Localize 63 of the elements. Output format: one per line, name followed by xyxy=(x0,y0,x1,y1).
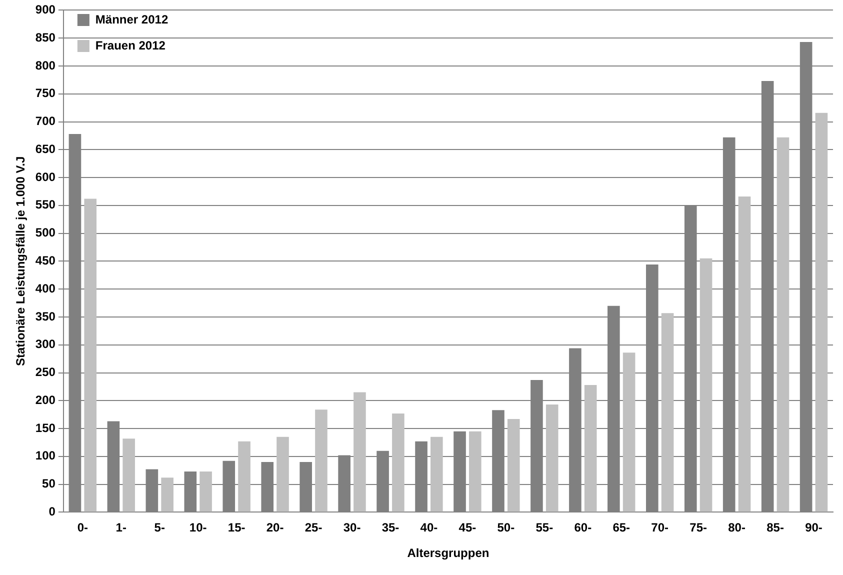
bar xyxy=(430,436,443,512)
x-axis-title: Altersgruppen xyxy=(407,546,490,560)
x-tick-label: 55- xyxy=(536,520,554,535)
y-tick-label: 750 xyxy=(35,86,56,100)
x-tick-label: 85- xyxy=(766,520,784,535)
legend-label: Frauen 2012 xyxy=(95,38,166,52)
y-tick-label: 50 xyxy=(42,476,56,491)
bar xyxy=(622,352,636,512)
x-tick-label: 50- xyxy=(497,520,515,535)
x-tick-label: 20- xyxy=(266,520,284,535)
y-tick-label: 850 xyxy=(35,30,56,44)
bar xyxy=(392,413,404,512)
bar xyxy=(776,137,790,512)
y-tick-label: 150 xyxy=(35,420,56,435)
x-tick-label: 45- xyxy=(458,520,476,535)
bar xyxy=(507,419,520,512)
bar xyxy=(815,112,828,512)
x-tick-label: 60- xyxy=(574,520,592,535)
y-tick-label: 100 xyxy=(35,448,56,463)
y-axis-title: Stationäre Leistungsfälle je 1.000 V.J xyxy=(14,156,28,366)
bar xyxy=(738,196,751,512)
x-tick-label: 1- xyxy=(116,520,126,535)
x-tick-label: 15- xyxy=(228,520,246,535)
bar xyxy=(546,404,558,512)
x-tick-label: 30- xyxy=(343,520,361,535)
x-tick-label: 35- xyxy=(382,520,400,535)
y-tick-label: 0 xyxy=(48,504,56,519)
bar xyxy=(84,198,97,512)
bar xyxy=(276,436,289,512)
x-tick-label: 70- xyxy=(651,520,669,535)
bar xyxy=(661,313,674,512)
bar xyxy=(315,410,328,512)
y-tick-label: 500 xyxy=(35,226,56,240)
y-tick-label: 350 xyxy=(35,309,56,324)
x-tick-label: 0- xyxy=(77,520,88,535)
x-tick-label: 90- xyxy=(805,520,822,535)
y-tick-label: 550 xyxy=(35,198,56,212)
bar xyxy=(122,438,135,512)
y-tick-label: 800 xyxy=(35,58,56,72)
y-tick-label: 450 xyxy=(35,254,56,268)
y-tick-label: 250 xyxy=(35,365,56,380)
bar xyxy=(584,385,597,512)
x-tick-label: 10- xyxy=(189,520,207,535)
bar xyxy=(161,478,174,512)
x-tick-label: 75- xyxy=(690,520,707,535)
bar xyxy=(238,441,250,512)
y-tick-label: 900 xyxy=(35,2,56,17)
x-tick-label: 25- xyxy=(304,520,322,535)
y-tick-label: 600 xyxy=(35,170,56,184)
x-tick-label: 5- xyxy=(154,520,165,535)
bar xyxy=(354,392,366,512)
x-tick-label: 40- xyxy=(420,520,438,535)
bar xyxy=(700,258,712,512)
bar xyxy=(200,471,212,512)
y-tick-label: 650 xyxy=(35,142,56,156)
x-tick-label: 65- xyxy=(612,520,630,535)
x-tick-label: 80- xyxy=(728,520,746,535)
legend-label: Männer 2012 xyxy=(95,12,168,26)
y-tick-label: 200 xyxy=(35,392,56,407)
bar xyxy=(468,431,482,512)
y-tick-label: 400 xyxy=(35,281,56,296)
y-tick-label: 300 xyxy=(35,337,56,352)
y-tick-label: 700 xyxy=(35,114,56,128)
